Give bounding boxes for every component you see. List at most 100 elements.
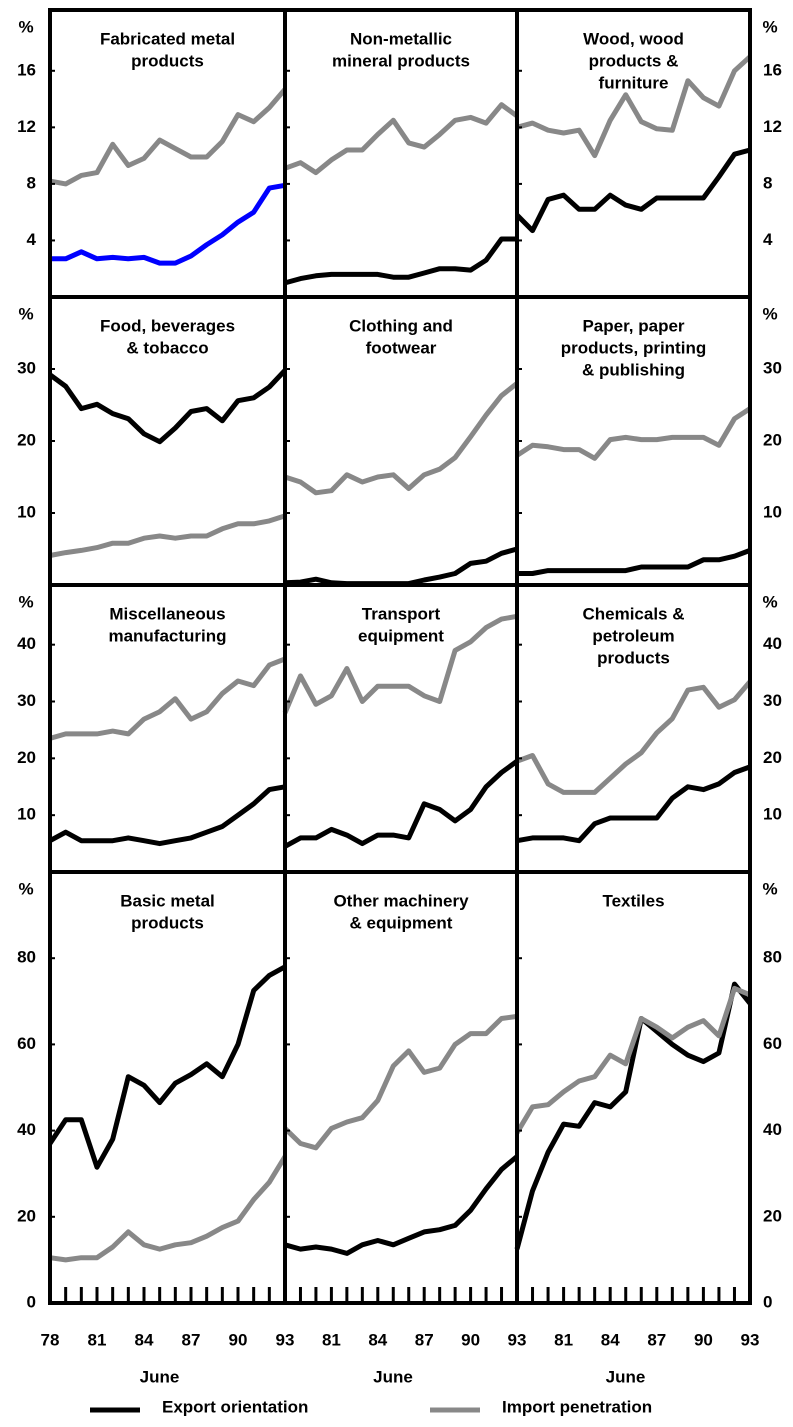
legend-label: Import penetration — [502, 1397, 652, 1416]
panel-title: Non-metallic — [350, 29, 452, 48]
panel-title: products — [597, 648, 670, 667]
series-line — [48, 784, 286, 847]
x-tick-label: 81 — [322, 1330, 341, 1349]
y-tick-label: 60 — [763, 1034, 782, 1053]
y-tick-label: 30 — [17, 691, 36, 710]
series-line — [284, 102, 519, 176]
series-line — [283, 1013, 518, 1151]
y-tick-label: 40 — [17, 634, 36, 653]
y-unit: % — [18, 592, 33, 611]
y-unit: % — [18, 17, 33, 36]
series-line — [516, 764, 751, 844]
panel-title: Fabricated metal — [100, 29, 235, 48]
panel-title: Transport — [362, 604, 441, 623]
y-tick-label: 10 — [17, 502, 36, 521]
panel-title: equipment — [358, 626, 444, 645]
x-tick-label: 93 — [508, 1330, 527, 1349]
y-unit: % — [762, 879, 777, 898]
y-tick-label: 20 — [763, 1206, 782, 1225]
x-tick-label: 93 — [741, 1330, 760, 1349]
series-line — [283, 759, 519, 849]
panel-title: & tobacco — [126, 338, 208, 357]
series-line — [282, 613, 518, 714]
panel-title: & publishing — [582, 360, 685, 379]
y-tick-label: 40 — [763, 1120, 782, 1139]
panel-title: footwear — [366, 338, 437, 357]
y-tick-label: 20 — [17, 430, 36, 449]
x-tick-label: 87 — [415, 1330, 434, 1349]
x-tick-label: 81 — [554, 1330, 573, 1349]
series-line — [284, 236, 517, 286]
frame — [48, 8, 752, 1305]
x-axis-label: June — [606, 1367, 646, 1386]
panel-title: products — [131, 51, 204, 70]
x-tick-label: 87 — [647, 1330, 666, 1349]
y-tick-label: 8 — [27, 173, 36, 192]
y-tick-label: 16 — [763, 60, 782, 79]
x-tick-label: 93 — [276, 1330, 295, 1349]
x-axis-label: June — [373, 1367, 413, 1386]
y-tick-label: 0 — [763, 1292, 772, 1311]
y-tick-label: 80 — [763, 948, 782, 967]
x-tick-label: 90 — [694, 1330, 713, 1349]
y-tick-label: 16 — [17, 60, 36, 79]
y-tick-label: 30 — [763, 691, 782, 710]
panel-title: Wood, wood — [583, 29, 684, 48]
x-axis-label: June — [140, 1367, 180, 1386]
x-tick-label: 81 — [88, 1330, 107, 1349]
series-line — [515, 147, 751, 234]
y-unit: % — [18, 304, 33, 323]
y-tick-label: 12 — [17, 117, 36, 136]
x-tick-label: 84 — [601, 1330, 620, 1349]
series-line — [514, 985, 751, 1135]
y-tick-label: 40 — [17, 1120, 36, 1139]
series-line — [49, 1155, 288, 1263]
y-unit: % — [762, 17, 777, 36]
series-line — [284, 381, 519, 496]
series-line — [49, 87, 287, 187]
x-tick-label: 84 — [135, 1330, 154, 1349]
y-unit: % — [18, 879, 33, 898]
series-line — [516, 679, 752, 795]
x-tick-label: 90 — [229, 1330, 248, 1349]
series-line — [50, 182, 286, 266]
x-tick-label: 84 — [368, 1330, 387, 1349]
y-tick-label: 60 — [17, 1034, 36, 1053]
y-tick-label: 12 — [763, 117, 782, 136]
y-unit: % — [762, 304, 777, 323]
series-line — [47, 964, 287, 1170]
y-tick-label: 20 — [17, 748, 36, 767]
x-tick-label: 90 — [461, 1330, 480, 1349]
y-tick-label: 80 — [17, 948, 36, 967]
panel-title: Basic metal — [120, 891, 215, 910]
panel-title: Food, beverages — [100, 316, 235, 335]
panel-title: Chemicals & — [582, 604, 684, 623]
y-tick-label: 40 — [763, 634, 782, 653]
series-line — [284, 546, 518, 587]
panel-title: Miscellaneous — [109, 604, 225, 623]
y-tick-label: 8 — [763, 173, 772, 192]
panel-title: Paper, paper — [582, 316, 684, 335]
series-line — [514, 981, 752, 1250]
panel-title: manufacturing — [108, 626, 226, 645]
panel-title: Other machinery — [333, 891, 469, 910]
y-tick-label: 4 — [27, 230, 37, 249]
series-line — [284, 1154, 519, 1256]
x-tick-label: 78 — [41, 1330, 60, 1349]
panel-title: products — [131, 913, 204, 932]
panel-title: petroleum — [592, 626, 674, 645]
y-tick-label: 0 — [27, 1292, 36, 1311]
panel-title: Clothing and — [349, 316, 453, 335]
y-tick-label: 30 — [763, 358, 782, 377]
panel-title: furniture — [599, 73, 669, 92]
series-line — [48, 368, 287, 445]
y-tick-label: 20 — [17, 1206, 36, 1225]
y-unit: % — [762, 592, 777, 611]
panel-title: Textiles — [602, 891, 664, 910]
series-line — [515, 406, 752, 461]
panel-title: products & — [589, 51, 679, 70]
panel-title: & equipment — [350, 913, 453, 932]
panel-title: products, printing — [561, 338, 706, 357]
series-line — [49, 656, 286, 741]
y-tick-label: 20 — [763, 748, 782, 767]
